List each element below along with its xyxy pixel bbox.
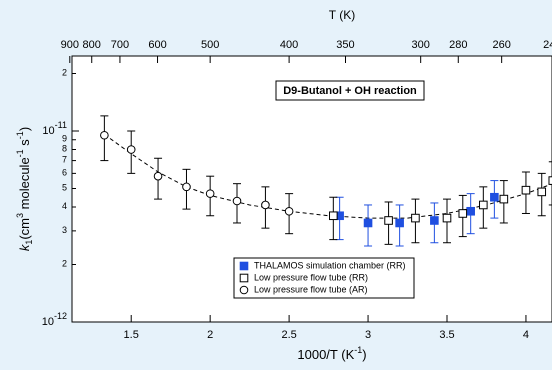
point bbox=[182, 182, 191, 192]
y-tick-label: 7 bbox=[62, 155, 67, 165]
point bbox=[363, 218, 373, 228]
point bbox=[153, 171, 163, 181]
point bbox=[395, 218, 404, 228]
point bbox=[537, 187, 547, 197]
top-tick-label: 700 bbox=[111, 39, 129, 51]
point bbox=[232, 196, 242, 206]
point bbox=[284, 206, 294, 216]
annotation-box bbox=[275, 80, 425, 101]
y-axis-title-part: 1 bbox=[24, 240, 34, 245]
y-axis-title-part: (cm bbox=[17, 218, 32, 240]
legend-label: THALAMOS simulation chamber (RR) bbox=[254, 260, 406, 270]
y-tick-label: 5 bbox=[62, 183, 67, 193]
y-axis-title-part: -1 bbox=[15, 149, 25, 157]
legend-marker bbox=[239, 285, 249, 295]
point bbox=[466, 206, 475, 216]
top-tick-label: 400 bbox=[280, 39, 298, 51]
y-tick-base: 2 bbox=[62, 259, 67, 269]
y-tick-base: 10 bbox=[42, 125, 54, 137]
point bbox=[411, 213, 420, 223]
y-tick-label: 8 bbox=[62, 144, 67, 154]
point bbox=[479, 200, 488, 210]
y-tick-base: 3 bbox=[62, 225, 67, 235]
top-tick-label: 280 bbox=[449, 39, 467, 51]
error-bar bbox=[548, 161, 552, 206]
top-tick-label: 300 bbox=[411, 39, 429, 51]
point bbox=[490, 192, 499, 202]
legend-label: Low pressure flow tube (AR) bbox=[254, 284, 368, 294]
point bbox=[548, 176, 552, 185]
x-tick-label: 2 bbox=[207, 329, 213, 341]
point bbox=[384, 216, 393, 225]
point bbox=[499, 194, 509, 204]
y-tick-base: 8 bbox=[62, 144, 67, 154]
x-tick-label: 3.5 bbox=[439, 329, 454, 341]
top-tick-label: 500 bbox=[201, 39, 219, 51]
top-tick-label: 240 bbox=[543, 39, 552, 51]
point bbox=[458, 209, 468, 218]
x-tick-label: 3 bbox=[365, 329, 371, 341]
top-tick-label: 900 bbox=[61, 39, 79, 51]
y-axis-title: k1(cm3 molecule-1 s-1) bbox=[15, 127, 34, 251]
legend-label: Low pressure flow tube (RR) bbox=[254, 272, 368, 282]
legend-marker bbox=[239, 273, 249, 283]
y-tick-label: 10-11 bbox=[42, 120, 67, 137]
x-tick-label: 1.5 bbox=[124, 329, 139, 341]
legend-marker bbox=[239, 261, 249, 271]
legend-box bbox=[233, 257, 415, 299]
y-tick-base: 2 bbox=[62, 68, 67, 78]
point bbox=[442, 213, 452, 223]
y-tick-base: 7 bbox=[62, 155, 67, 165]
y-axis-title-part: 3 bbox=[15, 213, 25, 218]
y-tick-base: 6 bbox=[62, 168, 67, 178]
point bbox=[261, 200, 270, 210]
y-tick-base: 10 bbox=[42, 316, 54, 328]
x-tick-label: 2.5 bbox=[281, 329, 296, 341]
point bbox=[205, 189, 215, 198]
point bbox=[430, 216, 439, 225]
y-tick-exp: -12 bbox=[54, 311, 67, 321]
x-axis-title-part: 1000/T (K bbox=[297, 347, 354, 362]
point bbox=[521, 185, 531, 195]
y-tick-exp: -11 bbox=[55, 120, 67, 130]
point bbox=[100, 130, 109, 140]
y-tick-label: 6 bbox=[62, 168, 67, 178]
top-tick-label: 260 bbox=[492, 39, 510, 51]
y-tick-base: 5 bbox=[62, 183, 67, 193]
y-axis-title-part: -1 bbox=[15, 131, 25, 139]
y-tick-label: 2 bbox=[62, 68, 67, 78]
y-tick-label: 3 bbox=[62, 225, 67, 235]
top-tick-label: 350 bbox=[336, 39, 354, 51]
top-tick-label: 600 bbox=[148, 39, 166, 51]
y-tick-base: 9 bbox=[62, 134, 67, 144]
y-tick-label: 10-12 bbox=[42, 311, 67, 328]
x-axis-title: 1000/T (K-1) bbox=[297, 345, 366, 362]
y-tick-label: 9 bbox=[62, 134, 67, 144]
y-tick-base: 4 bbox=[62, 201, 67, 211]
annotation: D9-Butanol + OH reaction bbox=[283, 85, 417, 97]
y-tick-label: 2 bbox=[62, 259, 67, 269]
y-axis-title-part: molecule bbox=[17, 157, 32, 213]
top-tick-label: 800 bbox=[83, 39, 101, 51]
x-axis-title-part: ) bbox=[362, 347, 366, 362]
point bbox=[126, 145, 136, 154]
y-tick-label: 4 bbox=[62, 201, 67, 211]
y-axis-title-part: k bbox=[17, 243, 32, 251]
x-axis-title-part: -1 bbox=[354, 345, 362, 355]
point bbox=[329, 211, 338, 221]
x-tick-label: 4 bbox=[523, 329, 529, 341]
top-axis-title: T (K) bbox=[329, 8, 355, 22]
y-axis-title-part: s bbox=[17, 139, 32, 150]
y-axis-title-part: ) bbox=[17, 127, 32, 131]
